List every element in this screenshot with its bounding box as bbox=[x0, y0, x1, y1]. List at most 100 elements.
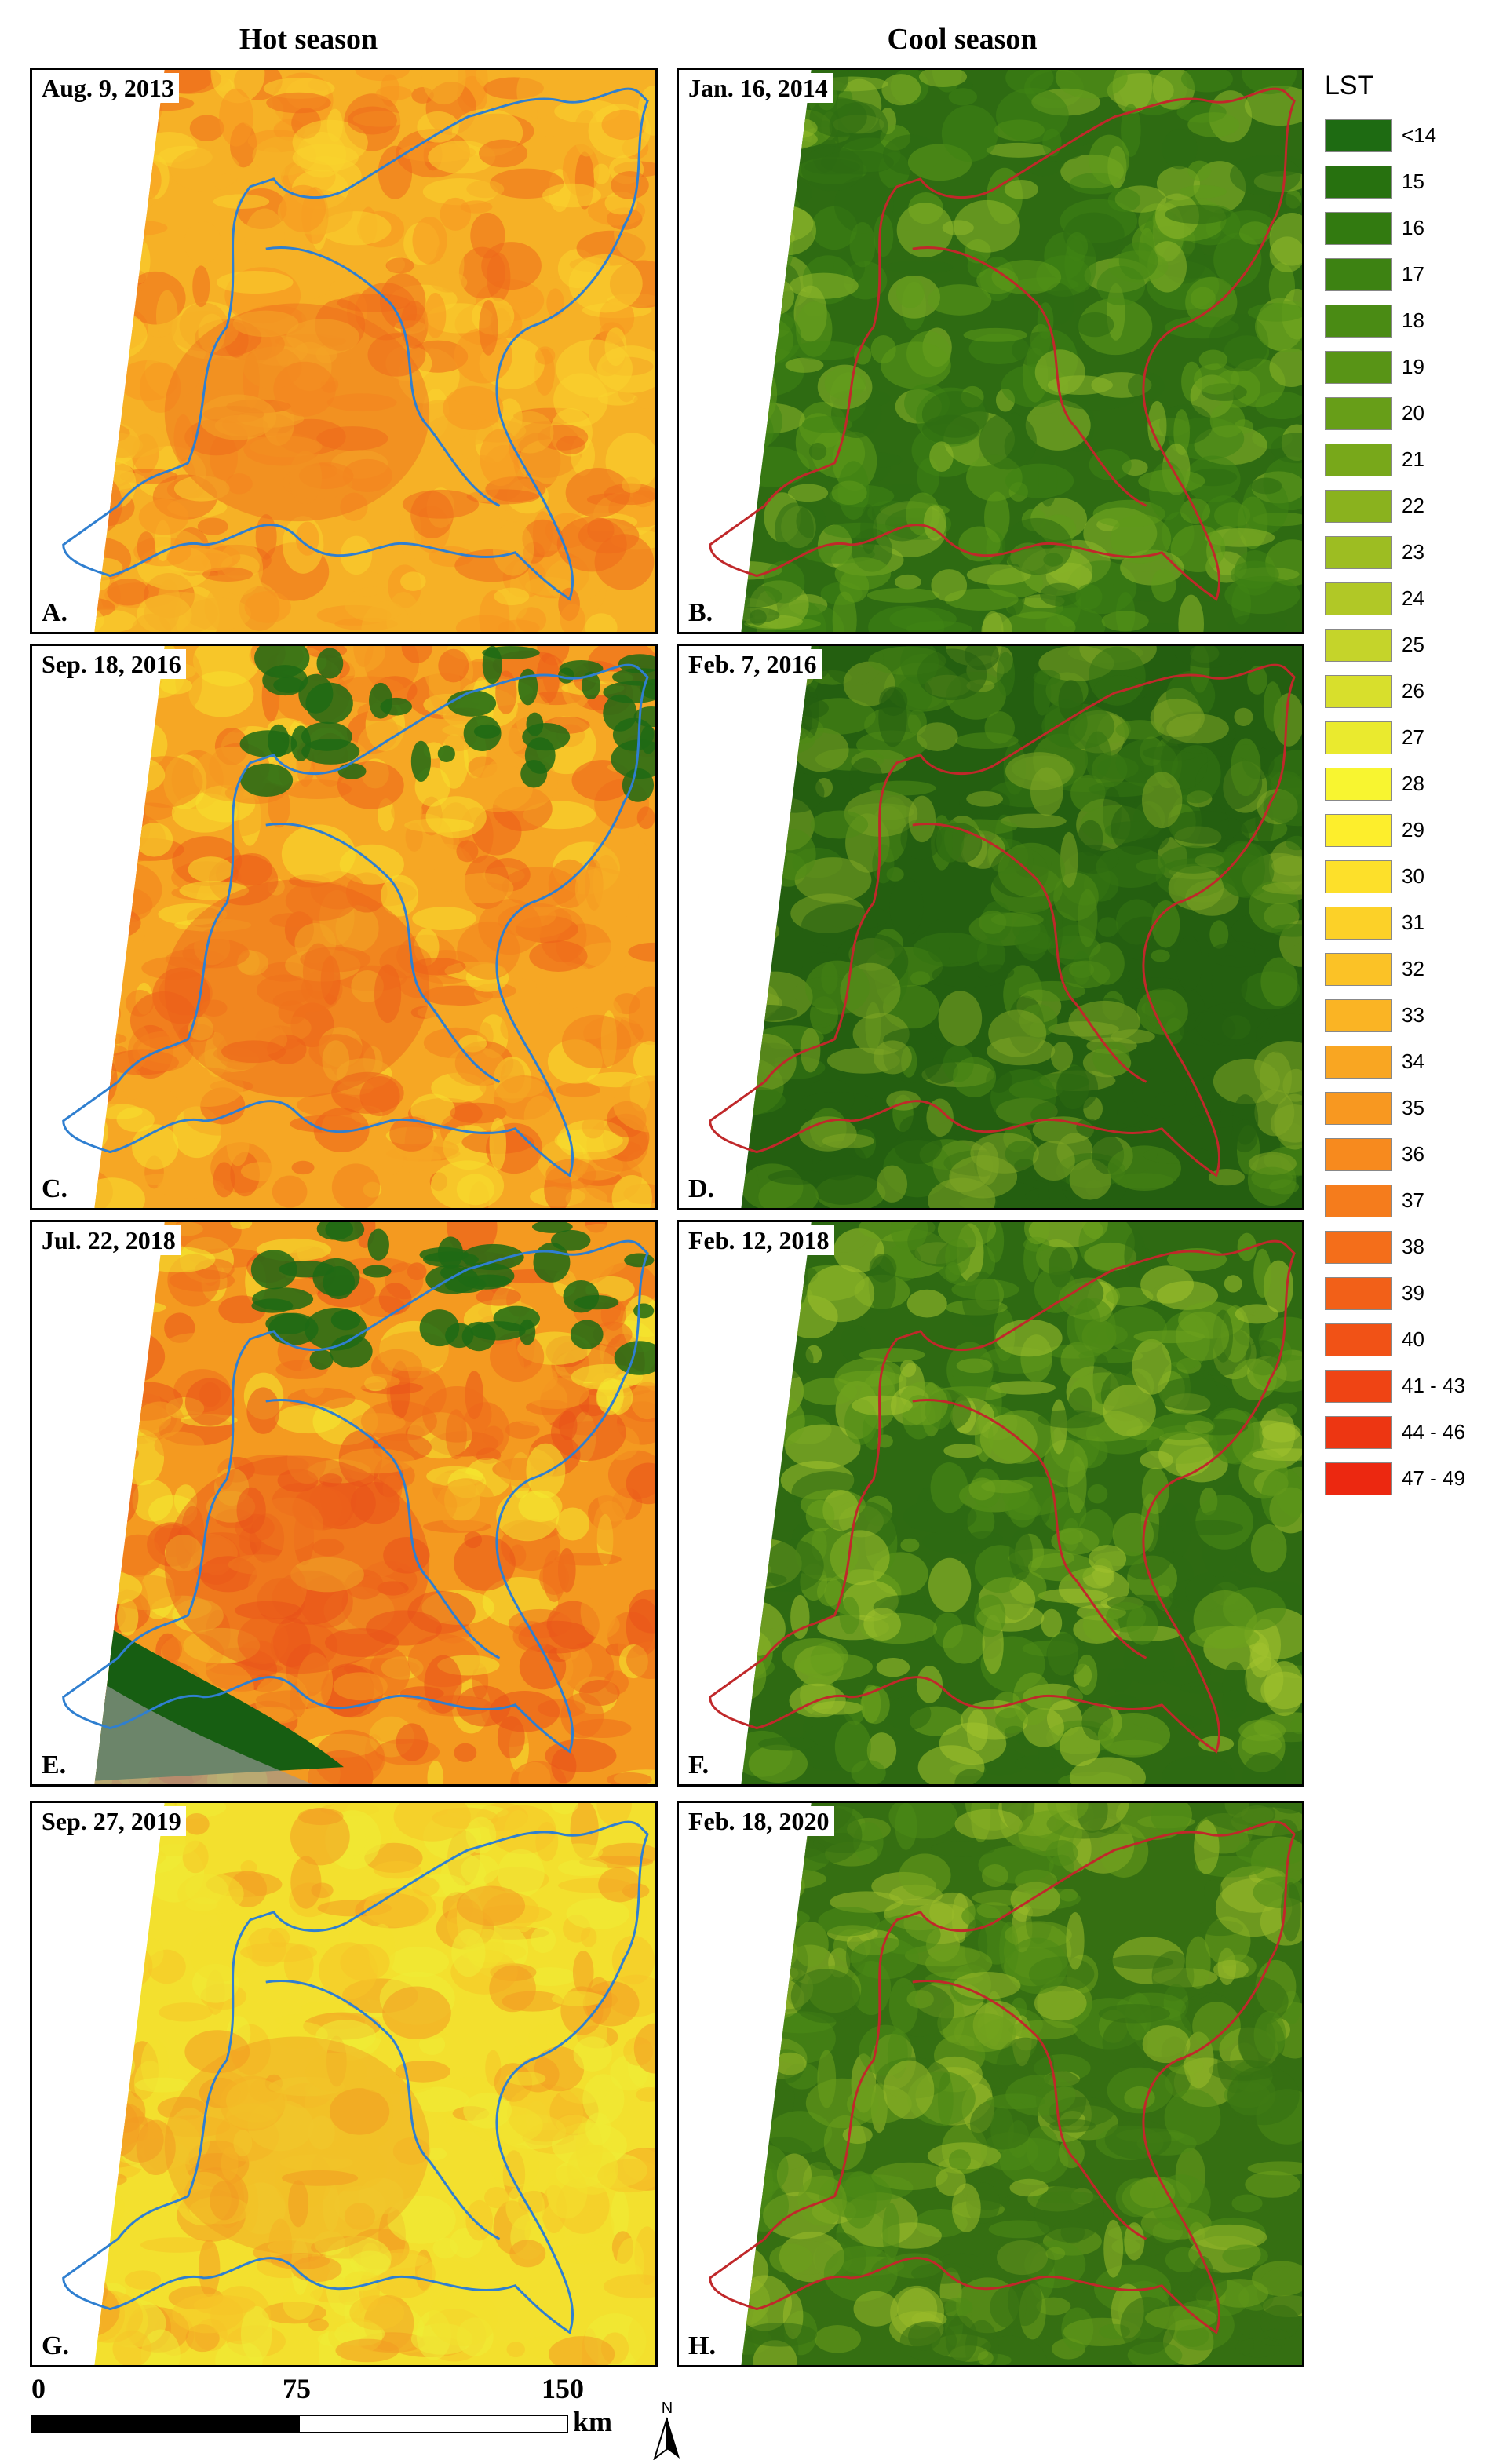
legend-label: 21 bbox=[1402, 447, 1424, 471]
legend-item: 38 bbox=[1325, 1224, 1505, 1270]
scale-bar: 0 75 150 km bbox=[31, 2373, 691, 2457]
legend-item: 37 bbox=[1325, 1177, 1505, 1224]
legend-label: 25 bbox=[1402, 633, 1424, 656]
legend-swatch bbox=[1325, 1415, 1392, 1449]
legend-label: 34 bbox=[1402, 1049, 1424, 1073]
legend-title: LST bbox=[1325, 71, 1374, 100]
legend-label: 33 bbox=[1402, 1003, 1424, 1027]
legend-label: 20 bbox=[1402, 401, 1424, 425]
north-label: N bbox=[661, 2400, 673, 2417]
panel-date: Feb. 7, 2016 bbox=[684, 649, 822, 679]
panel-date: Sep. 27, 2019 bbox=[37, 1806, 186, 1836]
legend-swatch bbox=[1325, 1462, 1392, 1495]
scale-tick-150: 150 bbox=[542, 2373, 584, 2404]
legend-item: 30 bbox=[1325, 853, 1505, 900]
legend-label: 36 bbox=[1402, 1142, 1424, 1166]
legend-swatch bbox=[1325, 952, 1392, 986]
legend-item: 15 bbox=[1325, 159, 1505, 205]
legend-item: 16 bbox=[1325, 205, 1505, 251]
legend-swatch bbox=[1325, 211, 1392, 245]
legend-item: 24 bbox=[1325, 575, 1505, 622]
legend-swatch bbox=[1325, 304, 1392, 338]
scale-unit: km bbox=[573, 2406, 613, 2437]
legend-item: 26 bbox=[1325, 668, 1505, 714]
north-arrow-icon bbox=[653, 2417, 680, 2461]
legend-label: 40 bbox=[1402, 1327, 1424, 1351]
legend-swatch bbox=[1325, 119, 1392, 152]
panel-date: Feb. 12, 2018 bbox=[684, 1225, 834, 1255]
legend-swatch bbox=[1325, 998, 1392, 1032]
legend-label: 30 bbox=[1402, 864, 1424, 888]
legend-label: 44 - 46 bbox=[1402, 1420, 1465, 1444]
map-panel-f: Feb. 12, 2018 F. bbox=[677, 1220, 1304, 1787]
cool-season-header: Cool season bbox=[887, 23, 1038, 56]
panel-date: Sep. 18, 2016 bbox=[37, 649, 186, 679]
scale-bar-white-segment bbox=[298, 2415, 568, 2433]
legend-swatch bbox=[1325, 1230, 1392, 1264]
legend-swatch bbox=[1325, 1045, 1392, 1079]
legend-item: 34 bbox=[1325, 1039, 1505, 1085]
legend-label: 23 bbox=[1402, 540, 1424, 564]
legend-swatch bbox=[1325, 1091, 1392, 1125]
legend-swatch bbox=[1325, 906, 1392, 940]
scale-tick-0: 0 bbox=[31, 2373, 46, 2404]
panel-date: Feb. 18, 2020 bbox=[684, 1806, 834, 1836]
panel-letter: F. bbox=[684, 1750, 714, 1781]
lst-map-e bbox=[62, 1222, 655, 1784]
legend-swatch bbox=[1325, 1369, 1392, 1403]
legend-swatch bbox=[1325, 396, 1392, 430]
map-panel-c: Sep. 18, 2016 C. bbox=[30, 644, 658, 1210]
legend-label: 15 bbox=[1402, 170, 1424, 193]
legend-label: 47 - 49 bbox=[1402, 1466, 1465, 1490]
lst-map-h bbox=[709, 1803, 1302, 2365]
legend-label: 26 bbox=[1402, 679, 1424, 703]
legend-label: 24 bbox=[1402, 586, 1424, 610]
map-panel-d: Feb. 7, 2016 D. bbox=[677, 644, 1304, 1210]
legend-swatch bbox=[1325, 813, 1392, 847]
legend-label: 22 bbox=[1402, 494, 1424, 517]
hot-season-header: Hot season bbox=[239, 23, 378, 56]
legend-label: 17 bbox=[1402, 262, 1424, 286]
lst-map-a bbox=[62, 70, 655, 632]
panel-letter: A. bbox=[37, 597, 73, 629]
lst-map-d bbox=[709, 646, 1302, 1208]
legend-item: 40 bbox=[1325, 1316, 1505, 1363]
legend-label: 28 bbox=[1402, 772, 1424, 795]
legend-swatch bbox=[1325, 535, 1392, 569]
legend-swatch bbox=[1325, 767, 1392, 801]
panel-date: Jul. 22, 2018 bbox=[37, 1225, 181, 1255]
panel-letter: G. bbox=[37, 2331, 74, 2362]
legend-item: 33 bbox=[1325, 992, 1505, 1039]
lst-legend: LST <14 15 16 17 18 19 20 21 22 23 24 25 26 27 28 29 30 3… bbox=[1325, 71, 1505, 1502]
legend-label: 29 bbox=[1402, 818, 1424, 841]
legend-item: 32 bbox=[1325, 946, 1505, 992]
panel-letter: E. bbox=[37, 1750, 71, 1781]
legend-label: 32 bbox=[1402, 957, 1424, 980]
panel-letter: B. bbox=[684, 597, 718, 629]
legend-item: 31 bbox=[1325, 900, 1505, 946]
legend-swatch bbox=[1325, 721, 1392, 754]
legend-item: 23 bbox=[1325, 529, 1505, 575]
map-panel-a: Aug. 9, 2013 A. bbox=[30, 68, 658, 634]
legend-swatch bbox=[1325, 628, 1392, 662]
legend-item: 36 bbox=[1325, 1131, 1505, 1177]
legend-swatch bbox=[1325, 1184, 1392, 1217]
panel-date: Jan. 16, 2014 bbox=[684, 73, 833, 103]
legend-swatch bbox=[1325, 582, 1392, 615]
scale-tick-75: 75 bbox=[283, 2373, 311, 2404]
legend-swatch bbox=[1325, 1276, 1392, 1310]
map-panel-h: Feb. 18, 2020 H. bbox=[677, 1801, 1304, 2367]
legend-item: 20 bbox=[1325, 390, 1505, 436]
legend-label: 31 bbox=[1402, 911, 1424, 934]
legend-label: 16 bbox=[1402, 216, 1424, 239]
legend-label: 35 bbox=[1402, 1096, 1424, 1119]
legend-item: 44 - 46 bbox=[1325, 1409, 1505, 1455]
legend-item: 25 bbox=[1325, 622, 1505, 668]
panel-letter: H. bbox=[684, 2331, 720, 2362]
legend-label: <14 bbox=[1402, 123, 1437, 147]
panel-letter: D. bbox=[684, 1174, 720, 1205]
legend-swatch bbox=[1325, 1323, 1392, 1356]
lst-map-c bbox=[62, 646, 655, 1208]
legend-item: 27 bbox=[1325, 714, 1505, 761]
legend-item: 18 bbox=[1325, 298, 1505, 344]
